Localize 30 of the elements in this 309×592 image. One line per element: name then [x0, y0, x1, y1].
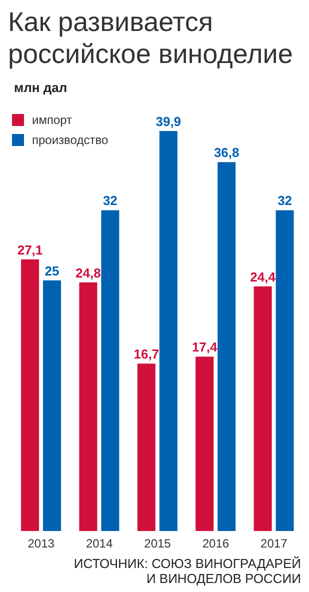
x-tick-label: 2014: [86, 536, 113, 551]
bar: [276, 210, 294, 531]
data-label: 27,1: [17, 242, 43, 258]
data-label: 24,8: [76, 265, 101, 280]
text: ИСТОЧНИК: СОЮЗ ВИНОГРАДАРЕЙ И ВИНОДЕЛОВ РОССИИ: [72, 556, 301, 586]
chart-title: Как развивается российское виноделие: [8, 6, 294, 70]
bar: [159, 131, 178, 531]
bar: [79, 282, 98, 531]
x-tick-label: 2013: [28, 536, 55, 551]
y-axis-title: млн дал: [14, 80, 68, 95]
bar: [196, 356, 214, 531]
data-label: 32: [102, 193, 118, 208]
x-tick-label: 2016: [202, 536, 230, 551]
data-label: 17,4: [192, 340, 218, 355]
x-tick-label: 2015: [144, 536, 172, 551]
data-label: 24,4: [250, 269, 276, 284]
bar: [218, 162, 236, 531]
legend-label: производство: [32, 132, 108, 149]
bar: [101, 210, 120, 531]
data-label: 16,7: [134, 346, 160, 362]
x-tick-label: 2017: [260, 536, 288, 551]
legend-label: импорт: [32, 112, 72, 129]
bar: [254, 286, 272, 531]
data-label: 25: [44, 263, 60, 278]
bar: [43, 280, 61, 531]
data-label: 36,8: [214, 145, 240, 160]
data-label: 32: [278, 193, 292, 208]
bar: [137, 364, 156, 531]
bar: [21, 259, 39, 531]
data-label: 39,9: [156, 114, 182, 129]
